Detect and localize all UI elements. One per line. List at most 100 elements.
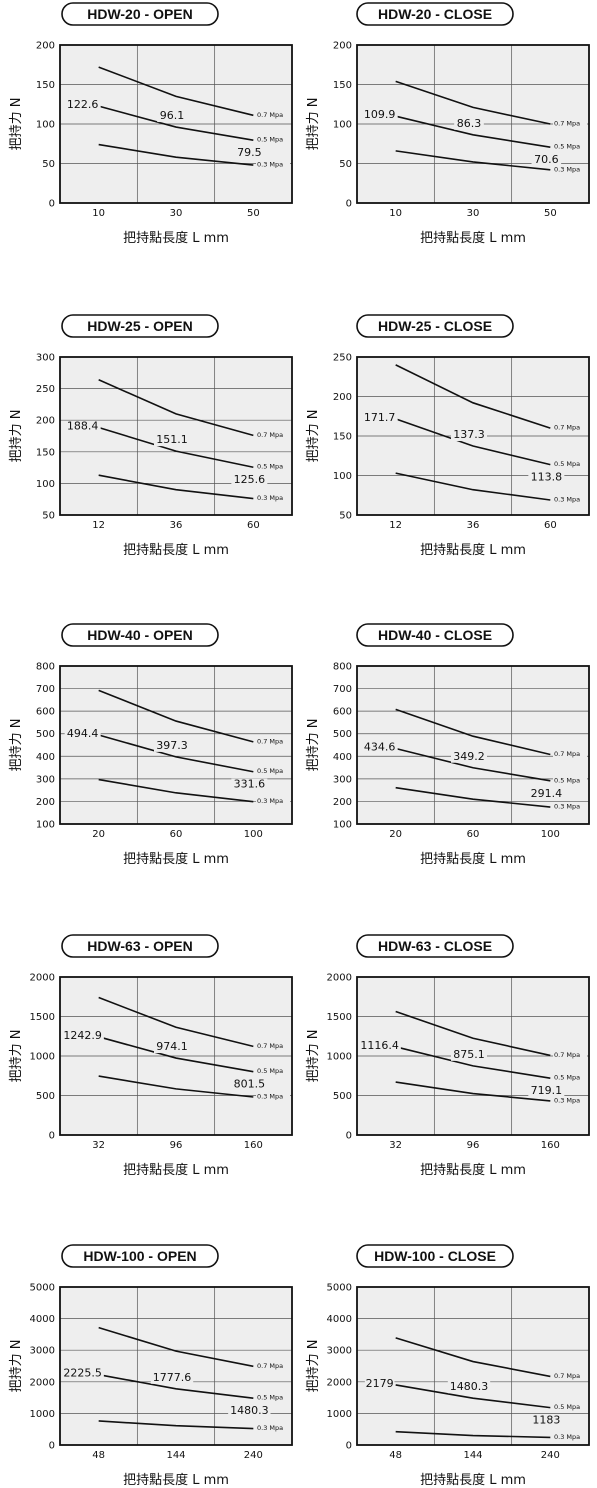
plot-frame [356, 44, 590, 204]
chart-9: HDW-100 - OPEN 0 1000 2000 3000 4000 5000 48 144… [9, 1244, 293, 1488]
series-line [395, 1046, 551, 1079]
series-label-bg [256, 1067, 290, 1076]
y-tick-label: 50 [339, 159, 352, 170]
series-line [98, 734, 254, 773]
value-label-bg [157, 110, 187, 123]
y-tick-label: 400 [36, 752, 55, 763]
series-line [395, 80, 551, 125]
value-label: 2225.5 [63, 1367, 102, 1380]
chart-title-pill [356, 623, 514, 647]
series-label: 0.5 Mpa [257, 1394, 283, 1402]
series-label-bg [553, 1073, 587, 1082]
y-tick-label: 500 [36, 729, 55, 740]
value-label-bg [454, 117, 484, 130]
value-label-bg [451, 750, 487, 763]
chart-title-pill [356, 314, 514, 338]
plot-frame [59, 356, 293, 516]
series-line [98, 1075, 254, 1098]
value-label: 151.1 [156, 433, 188, 446]
value-label-bg [154, 434, 190, 447]
y-tick-label: 50 [42, 159, 55, 170]
x-tick-label: 32 [389, 1140, 402, 1151]
value-label-bg [358, 1039, 401, 1052]
chart-title: HDW-100 - OPEN [83, 1248, 196, 1264]
x-tick-label: 36 [170, 520, 183, 531]
x-axis-title: 把持點長度 L mm [420, 1472, 526, 1488]
value-label-bg [528, 471, 565, 484]
series-label: 0.7 Mpa [257, 1362, 283, 1370]
value-label-bg [528, 1085, 565, 1098]
y-tick-label: 800 [36, 662, 55, 673]
series-label-bg [256, 494, 290, 503]
value-label: 1480.3 [230, 1404, 269, 1417]
series-line [395, 115, 551, 149]
series-label: 0.5 Mpa [257, 463, 283, 471]
series-label-bg [553, 423, 587, 432]
series-label: 0.5 Mpa [554, 1074, 580, 1082]
x-axis-title: 把持點長度 L mm [123, 1472, 229, 1488]
y-tick-label: 3000 [30, 1346, 55, 1357]
y-tick-label: 4000 [30, 1314, 55, 1325]
x-tick-label: 36 [467, 520, 480, 531]
y-tick-label: 500 [333, 729, 352, 740]
y-tick-label: 150 [333, 80, 352, 91]
series-label-bg [256, 737, 290, 746]
value-label: 1480.3 [450, 1380, 489, 1393]
series-label-bg [256, 797, 290, 806]
value-label-bg [234, 147, 265, 160]
y-tick-label: 50 [42, 511, 55, 522]
x-tick-label: 240 [244, 1450, 263, 1461]
x-axis-title: 把持點長度 L mm [420, 542, 526, 558]
y-axis-title: 把持力 N [9, 719, 24, 772]
value-label-bg [150, 1371, 194, 1384]
y-tick-label: 200 [333, 392, 352, 403]
series-label-bg [256, 160, 290, 169]
chart-title: HDW-20 - OPEN [87, 6, 193, 22]
value-label-bg [531, 154, 562, 167]
series-label-bg [256, 110, 290, 119]
series-label: 0.3 Mpa [257, 161, 283, 169]
y-axis-title: 把持力 N [306, 1340, 321, 1393]
y-tick-label: 0 [346, 1441, 352, 1452]
x-tick-label: 60 [170, 829, 183, 840]
y-tick-label: 200 [36, 797, 55, 808]
chart-2: HDW-20 - CLOSE 0 50 100 150 200 10 30 50 把持力 N 把持點… [306, 2, 590, 246]
y-tick-label: 100 [333, 820, 352, 831]
value-label: 125.6 [234, 473, 266, 486]
x-tick-label: 100 [244, 829, 263, 840]
value-label: 122.6 [67, 98, 99, 111]
chart-title: HDW-63 - OPEN [87, 938, 193, 954]
value-label: 1116.4 [360, 1039, 399, 1052]
chart-7: HDW-63 - OPEN 0 500 1000 1500 2000 32 96 160 把持力 … [9, 934, 293, 1178]
y-tick-label: 1500 [30, 1012, 55, 1023]
y-axis-title: 把持力 N [9, 98, 24, 151]
series-label: 0.7 Mpa [554, 120, 580, 128]
y-tick-label: 1000 [30, 1052, 55, 1063]
value-label-bg [528, 787, 565, 800]
y-tick-label: 100 [36, 820, 55, 831]
chart-title-pill [356, 1244, 514, 1268]
value-label-bg [64, 99, 101, 112]
y-tick-label: 0 [49, 1131, 55, 1142]
series-line [98, 1036, 254, 1073]
y-tick-label: 300 [36, 774, 55, 785]
y-tick-label: 1000 [30, 1409, 55, 1420]
series-label-bg [256, 462, 290, 471]
value-label: 70.6 [534, 153, 559, 166]
chart-title-pill [61, 934, 219, 958]
x-tick-label: 160 [541, 1140, 560, 1151]
y-tick-label: 5000 [327, 1283, 352, 1294]
value-label-bg [154, 739, 190, 752]
x-tick-label: 20 [92, 829, 105, 840]
y-axis-title: 把持力 N [9, 1030, 24, 1083]
series-label-bg [553, 165, 587, 174]
value-label-bg [231, 1078, 268, 1091]
plot-frame [59, 665, 293, 825]
value-label-bg [231, 778, 268, 791]
x-axis-title: 把持點長度 L mm [420, 851, 526, 867]
value-label-bg [64, 420, 101, 433]
series-line [395, 364, 551, 429]
y-tick-label: 2000 [327, 973, 352, 984]
series-line [98, 1420, 254, 1430]
series-line [395, 1337, 551, 1378]
